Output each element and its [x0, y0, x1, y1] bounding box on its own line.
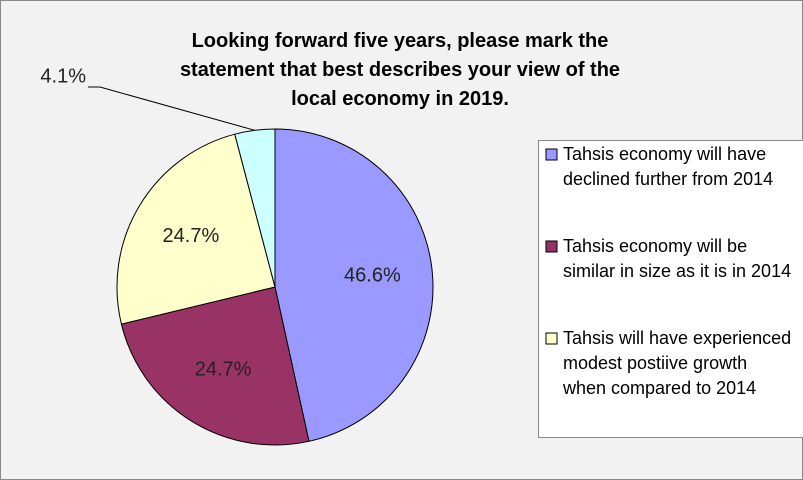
data-label: 4.1% — [40, 65, 86, 87]
pie-slice — [274, 128, 434, 442]
legend-swatch — [545, 240, 558, 253]
data-label: 46.6% — [344, 265, 401, 287]
pie-slice — [234, 128, 276, 288]
pie-slice — [116, 133, 276, 325]
leader-line — [88, 86, 255, 131]
pie-slice — [120, 286, 310, 446]
legend-swatch — [545, 148, 558, 161]
legend-label: Tahsis economy will be similar in size as… — [563, 236, 791, 281]
legend-label: Tahsis economy will have declined further… — [563, 144, 773, 189]
chart-title: Looking forward five years, please mark … — [180, 30, 620, 110]
data-label: 24.7% — [163, 225, 220, 247]
legend-box — [538, 140, 803, 438]
legend-swatch — [545, 332, 558, 345]
data-label: 24.7% — [195, 358, 252, 380]
legend-label: Tahsis will have experienced modest posti… — [562, 328, 791, 398]
